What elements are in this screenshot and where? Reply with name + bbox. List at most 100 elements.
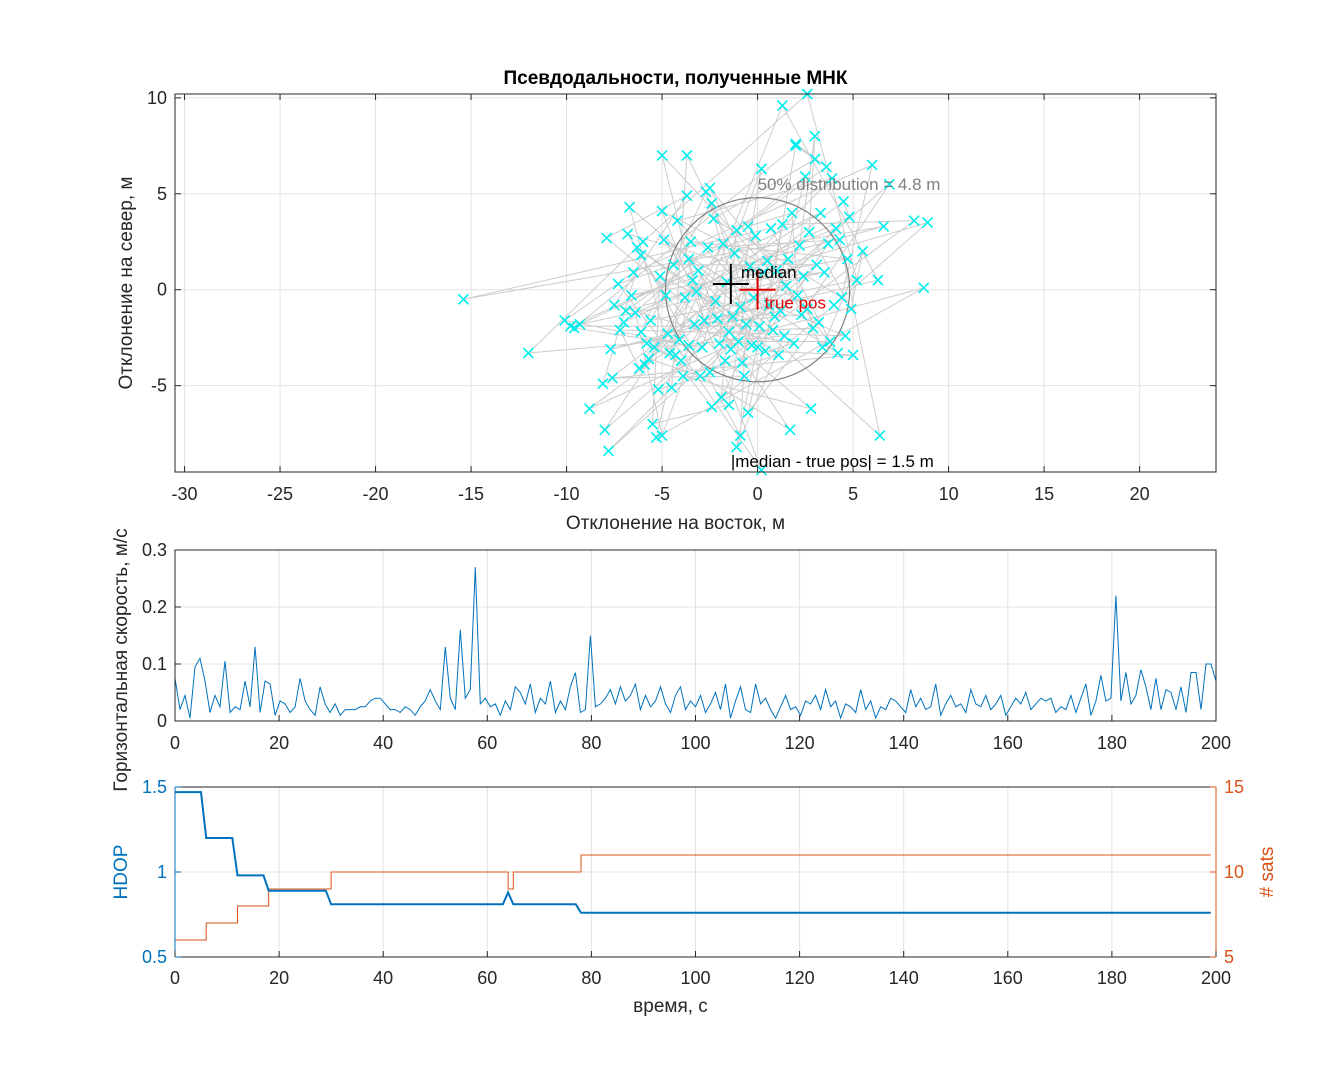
scatter-point	[685, 236, 697, 248]
scatter-point	[734, 429, 746, 442]
scatter-point	[851, 274, 863, 286]
scatter-point	[782, 253, 794, 265]
scatter-y-tick-label: 10	[147, 88, 167, 108]
scatter-point	[627, 266, 639, 279]
scatter-x-tick-label: -25	[267, 484, 293, 504]
scatter-point	[687, 274, 699, 286]
scatter-point	[673, 334, 685, 346]
scatter-point	[826, 172, 838, 184]
hdop-left-ticks: 0.5 1 1.5	[142, 777, 181, 967]
scatter-point	[803, 226, 815, 238]
scatter-y-tick-label: 5	[157, 184, 167, 204]
scatter-point	[683, 253, 695, 265]
scatter-point	[922, 216, 934, 229]
scatter-point	[883, 178, 895, 190]
scatter-point	[696, 341, 708, 353]
scatter-point	[866, 159, 878, 171]
true-pos-label: true pos	[765, 294, 826, 313]
scatter-x-tick-label: -10	[554, 484, 580, 504]
scatter-point	[677, 370, 689, 382]
hdop-y-tick-label: 0.5	[142, 947, 167, 967]
scatter-x-tick-label: 5	[848, 484, 858, 504]
speed-x-tick-label: 100	[680, 733, 710, 753]
scatter-point	[574, 318, 586, 330]
scatter-point	[641, 337, 653, 350]
scatter-point	[918, 282, 930, 294]
scatter-point	[847, 349, 859, 361]
scatter-point	[843, 211, 855, 223]
distribution-circle	[664, 197, 851, 383]
scatter-point	[809, 130, 821, 142]
scatter-point	[660, 289, 672, 302]
scatter-point	[757, 266, 769, 279]
median-marker	[712, 263, 749, 304]
scatter-x-tick-label: -20	[363, 484, 389, 504]
scatter-y-ticks: -5 0 5 10	[147, 88, 1216, 396]
scatter-point	[755, 163, 767, 175]
median-error-label: |median - true pos| = 1.5 m	[731, 452, 934, 471]
scatter-point	[719, 355, 731, 367]
scatter-point	[799, 170, 811, 183]
hdop-x-tick-label: 160	[993, 968, 1023, 988]
scatter-point	[774, 305, 787, 317]
hdop-x-tick-label: 60	[477, 968, 497, 988]
scatter-point	[711, 312, 724, 325]
scatter-point	[723, 326, 735, 338]
scatter-point	[731, 224, 743, 236]
scatter-point	[698, 314, 710, 326]
scatter-point	[878, 220, 890, 232]
scatter-point	[606, 372, 618, 384]
scatter-point	[675, 355, 687, 367]
time-axis-label: время, с	[633, 996, 708, 1017]
speed-x-tick-label: 200	[1201, 733, 1231, 753]
scatter-point	[837, 195, 850, 208]
hdop-x-tick-label: 100	[680, 968, 710, 988]
scatter-point	[681, 190, 693, 202]
speed-x-tick-label: 120	[785, 733, 815, 753]
scatter-point	[522, 347, 534, 359]
scatter-point	[794, 240, 806, 252]
scatter-point	[658, 234, 670, 246]
scatter-point	[635, 249, 647, 261]
hdop-x-tick-label: 40	[373, 968, 393, 988]
scatter-x-tick-label: -5	[654, 484, 670, 504]
true-pos-cross	[739, 269, 776, 310]
scatter-point	[771, 264, 783, 277]
scatter-point	[818, 266, 830, 279]
scatter-point	[457, 293, 469, 305]
hdop-y-tick-label: 1	[157, 862, 167, 882]
scatter-point	[780, 280, 792, 292]
hdop-axis-label: HDOP	[111, 845, 132, 900]
scatter-point	[601, 232, 613, 244]
scatter-point	[790, 140, 802, 152]
scatter-point	[874, 429, 886, 442]
scatter-point	[635, 326, 647, 338]
speed-x-tick-label: 40	[373, 733, 393, 753]
scatter-point	[792, 289, 804, 302]
sats-y-tick-label: 10	[1224, 862, 1244, 882]
scatter-x-tick-label: -15	[458, 484, 484, 504]
scatter-point	[568, 322, 580, 334]
scatter-point	[753, 320, 766, 332]
scatter-point	[788, 337, 800, 350]
scatter-point	[639, 358, 651, 371]
scatter-point	[729, 247, 741, 259]
scatter-point	[637, 236, 649, 248]
scatter-point	[731, 441, 743, 453]
scatter-point	[830, 222, 842, 234]
scatter-point	[832, 347, 844, 359]
scatter-point	[738, 370, 750, 382]
scatter-point	[706, 401, 718, 413]
scatter-point	[744, 261, 756, 273]
scatter-point	[648, 341, 660, 353]
scatter-point	[692, 264, 704, 277]
scatter-x-tick-label: -30	[172, 484, 198, 504]
scatter-point	[604, 343, 617, 355]
scatter-point	[667, 259, 680, 271]
scatter-point	[656, 149, 668, 161]
hdop-x-tick-label: 140	[889, 968, 919, 988]
sats-y-tick-label: 5	[1224, 947, 1234, 967]
scatter-point	[654, 270, 666, 282]
scatter-point	[656, 205, 668, 217]
scatter-point	[652, 383, 664, 396]
